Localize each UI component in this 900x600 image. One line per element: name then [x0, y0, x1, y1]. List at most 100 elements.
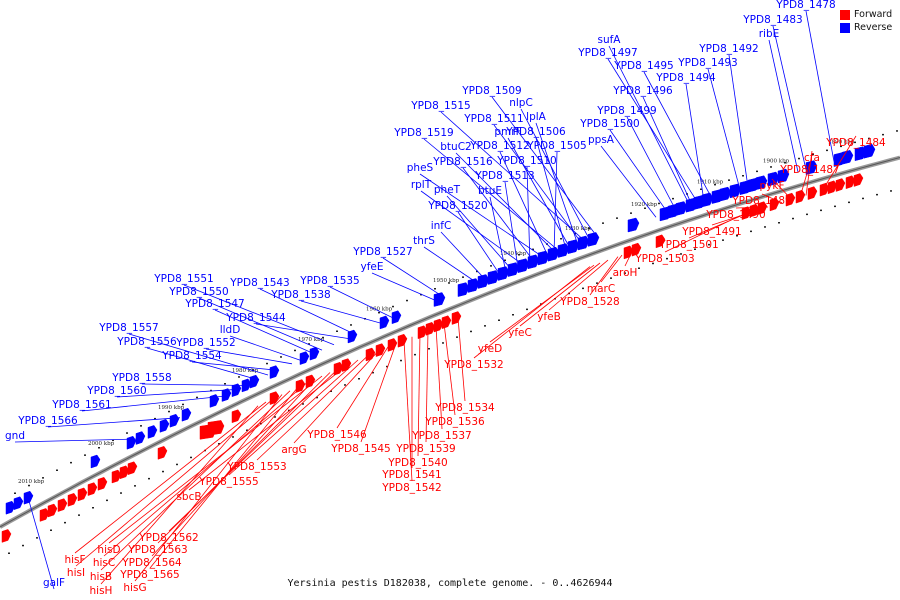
track-tick-dash — [238, 376, 240, 378]
reverse-gene-label-leader — [382, 257, 445, 298]
forward-gene-label-leader — [403, 340, 413, 482]
forward-gene-label: cfa — [804, 152, 820, 164]
track-tick-dash — [274, 416, 276, 418]
reverse-gene-label-leader — [535, 122, 579, 246]
reverse-gene-label: YPD8_1554 — [161, 350, 222, 362]
track-tick-dash — [322, 336, 324, 339]
reverse-gene-label: ribE — [759, 28, 780, 40]
forward-gene-label: YPD8_1545 — [330, 443, 390, 455]
reverse-gene-label: YPD8_1527 — [352, 246, 412, 258]
forward-gene-arrow — [305, 374, 316, 389]
reverse-gene-arrow — [507, 262, 520, 277]
track-tick-dash — [890, 190, 892, 192]
track-tick-dash — [358, 378, 360, 380]
reverse-gene-arrow — [13, 496, 24, 511]
track-tick-dash — [246, 429, 248, 431]
scale-tick-label: 1940 kbp — [500, 251, 527, 257]
reverse-gene-label-leader — [805, 10, 835, 162]
forward-gene-arrow — [827, 180, 838, 195]
reverse-gene-label-leader — [146, 347, 259, 381]
scale-tick-label: 1990 kbp — [158, 405, 185, 411]
scale-tick-label: 1900 kbp — [763, 159, 790, 165]
track-tick-dash — [434, 288, 436, 290]
reverse-gene-label-leader — [423, 246, 479, 284]
forward-gene-label-leader — [435, 326, 443, 430]
forward-gene-label-leader — [100, 390, 291, 571]
track-tick-dash — [42, 477, 44, 479]
reverse-gene-label: YPD8_1512 — [469, 140, 529, 152]
forward-gene-arrow — [157, 446, 168, 460]
track-tick-dash — [344, 384, 346, 386]
reverse-gene-label-leader — [462, 167, 535, 262]
forward-gene-label: hisH — [90, 585, 113, 597]
scale-tick-label: 1910 kbp — [697, 180, 724, 186]
forward-gene-arrow — [425, 322, 436, 336]
forward-gene-label-leader — [103, 383, 307, 557]
reverse-gene-label-leader — [728, 54, 749, 188]
reverse-gene-label: sufA — [597, 34, 621, 46]
track-tick-dash — [400, 359, 402, 362]
reverse-gene-arrow — [719, 186, 732, 202]
track-tick-dash — [406, 299, 408, 302]
forward-gene-label-leader — [75, 397, 275, 567]
track-tick-dash — [672, 197, 674, 200]
reverse-gene-arrow — [805, 160, 818, 175]
track-tick-dash — [50, 529, 52, 531]
forward-gene-arrow — [835, 178, 846, 192]
track-tick-dash — [112, 439, 114, 442]
reverse-gene-label-leader — [768, 39, 799, 173]
forward-gene-label-leader — [761, 193, 783, 204]
reverse-gene-label-leader — [141, 383, 247, 386]
reverse-gene-label: YPD8_1494 — [655, 72, 716, 84]
forward-gene-label: YPD8_1487 — [779, 164, 839, 176]
reverse-gene-label: YPD8_1550 — [168, 286, 228, 298]
track-tick-dash — [414, 353, 416, 356]
track-tick-dash — [532, 248, 534, 251]
forward-gene-label: YPD8_1565 — [119, 569, 179, 581]
forward-gene-label: YPD8_1546 — [306, 429, 367, 441]
reverse-gene-label-leader — [504, 181, 519, 268]
forward-gene-label: YPD8_1537 — [411, 430, 471, 442]
forward-gene-label: yfeD — [478, 343, 502, 355]
track-tick-dash — [330, 390, 332, 392]
reverse-gene-label-leader — [205, 348, 293, 365]
track-tick-dash — [722, 239, 724, 241]
track-tick-dash — [490, 265, 492, 267]
forward-gene-label-leader — [519, 262, 601, 327]
reverse-gene-label: pmrF — [494, 126, 521, 138]
reverse-gene-label-leader — [419, 173, 545, 259]
reverse-gene-arrow — [487, 270, 500, 285]
reverse-gene-label: YPD8_1495 — [613, 60, 673, 72]
forward-gene-label: YPD8_1536 — [424, 416, 485, 428]
reverse-gene-label-leader — [255, 323, 349, 339]
reverse-gene-arrow — [379, 315, 390, 330]
track-tick-dash — [714, 183, 716, 186]
reverse-gene-label: lldD — [220, 324, 241, 336]
reverse-gene-label-leader — [609, 129, 669, 214]
forward-gene-label: hisF — [64, 554, 85, 566]
track-tick-dash — [120, 492, 122, 494]
figure-caption: Yersinia pestis D182038, complete genome… — [287, 578, 613, 589]
track-tick-dash — [560, 238, 562, 240]
forward-gene-arrow — [67, 493, 78, 507]
reverse-gene-arrow — [221, 388, 232, 402]
reverse-gene-label: YPD8_1506 — [505, 126, 566, 138]
reverse-gene-label: YPD8_1496 — [612, 85, 673, 97]
track-tick-dash — [630, 212, 632, 214]
forward-gene-arrow — [853, 173, 864, 187]
forward-gene-arrow — [845, 175, 856, 190]
track-tick-dash — [14, 492, 16, 494]
reverse-gene-arrow — [309, 346, 320, 361]
track-tick-dash — [176, 463, 178, 466]
reverse-gene-label-leader — [14, 438, 139, 443]
track-tick-dash — [232, 436, 234, 438]
track-tick-dash — [882, 133, 884, 136]
track-tick-dash — [792, 217, 794, 220]
reverse-gene-label: btuC2 — [440, 141, 471, 153]
track-tick-dash — [36, 537, 38, 539]
reverse-gene-label: YPD8_1509 — [461, 85, 521, 97]
reverse-gene-arrow — [477, 274, 490, 289]
track-tick-dash — [106, 499, 108, 502]
scale-tick-label: 1950 kbp — [433, 278, 460, 284]
